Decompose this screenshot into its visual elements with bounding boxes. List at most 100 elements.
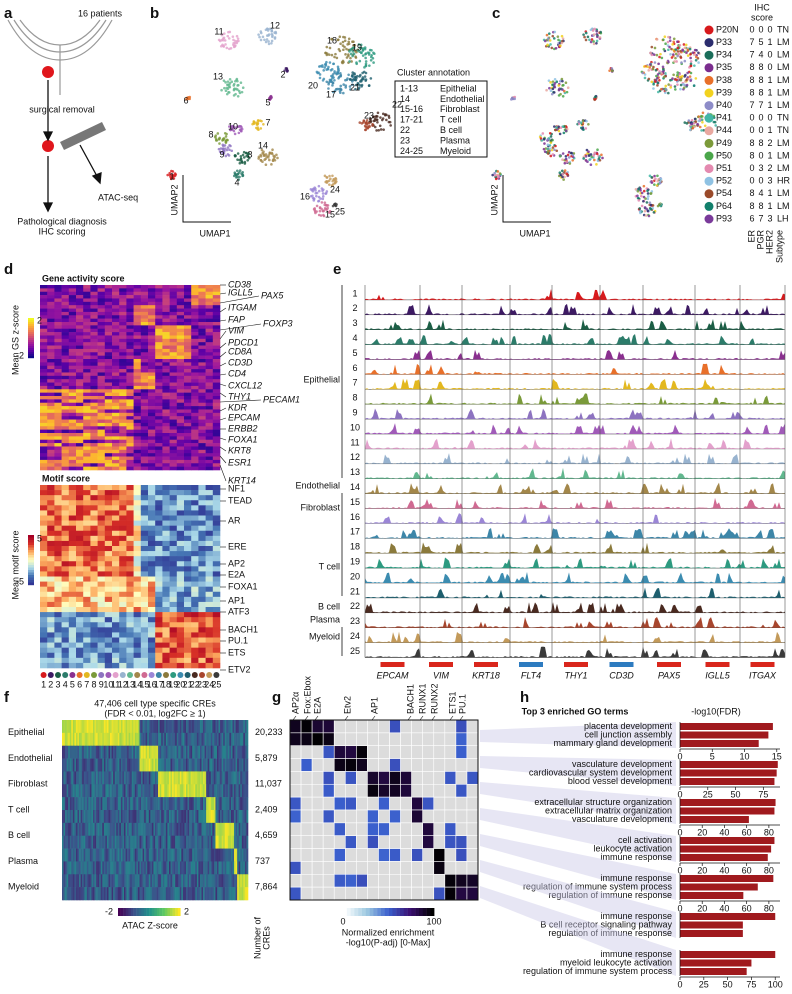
heatmap-cell (76, 406, 84, 410)
heatmap-cell (40, 520, 48, 526)
track-number: 6 (352, 363, 357, 373)
heatmap-cell (68, 443, 77, 447)
heatmap-cell (162, 495, 170, 501)
heatmap-cell (136, 771, 139, 785)
x-axis-title: UMAP1 (519, 228, 550, 238)
heatmap-cell (198, 627, 206, 633)
heatmap-cell (126, 500, 134, 506)
heatmap-cell (169, 657, 178, 664)
cluster-label: 4 (234, 177, 239, 187)
heatmap-cell (119, 308, 127, 313)
heatmap-cell (140, 399, 149, 404)
heatmap-cell (97, 581, 106, 587)
heatmap-cell (205, 301, 214, 306)
heatmap-cell (76, 369, 84, 373)
heatmap-cell (162, 288, 170, 293)
heatmap-cell (191, 332, 199, 336)
heatmap-cell (212, 551, 221, 557)
umap-cell (347, 73, 350, 77)
heatmap-cell (97, 372, 106, 377)
heatmap-cell (237, 732, 239, 747)
heatmap-cell (140, 446, 149, 451)
heatmap-cell (91, 745, 94, 759)
heatmap-cell (54, 495, 62, 501)
heatmap-cell (162, 546, 170, 552)
heatmap-cell (119, 426, 127, 430)
heatmap-cell (164, 771, 167, 785)
umap-cell (673, 85, 677, 88)
umap-cell (233, 132, 237, 136)
ihc-value: 8 (749, 188, 754, 198)
heatmap-cell (148, 556, 156, 562)
heatmap-cell (97, 632, 106, 638)
heatmap-cell (83, 422, 91, 427)
heatmap-cell (184, 459, 192, 464)
heatmap-cell (54, 295, 62, 299)
heatmap-cell (72, 745, 75, 759)
heatmap-cell (83, 433, 91, 437)
heatmap-cell (145, 771, 148, 785)
heatmap-cell (205, 382, 214, 387)
cluster-label: 18 (161, 679, 171, 689)
heatmap-cell (198, 586, 206, 593)
heatmap-cell (176, 797, 179, 811)
gene-label: CD38 (228, 279, 251, 289)
heatmap-cell (76, 416, 84, 420)
heatmap-cell (76, 490, 84, 496)
heatmap-cell (90, 485, 98, 491)
heatmap-cell (207, 720, 210, 734)
gene-tick (219, 383, 227, 387)
heatmap-cell (198, 540, 206, 547)
heatmap-cell (76, 433, 84, 437)
heatmap-cell (54, 338, 62, 343)
heatmap-cell (196, 784, 199, 798)
umap-cell (545, 33, 549, 37)
heatmap-cell (97, 308, 106, 313)
heatmap-cell (133, 561, 142, 567)
umap-cell (228, 83, 231, 87)
heatmap-cell (61, 298, 70, 303)
heatmap-cell (148, 338, 156, 343)
heatmap-cell (65, 732, 67, 747)
heatmap-cell (72, 784, 75, 798)
heatmap-cell (47, 382, 55, 387)
heatmap-cell (122, 771, 125, 785)
heatmap-cell (61, 301, 70, 306)
colorbar-step (28, 562, 34, 566)
heatmap-cell (119, 362, 127, 367)
heatmap-cell (47, 426, 55, 430)
colorbar-step (28, 342, 34, 345)
heatmap-cell (212, 449, 221, 454)
heatmap-cell (66, 784, 69, 798)
umap-cell (650, 53, 654, 57)
heatmap-cell (119, 318, 127, 323)
legend-swatch (704, 138, 714, 148)
umap-cell (679, 83, 683, 87)
heatmap-cell (176, 439, 185, 444)
heatmap-cell (85, 758, 88, 772)
colorbar-step (28, 565, 34, 568)
heatmap-cell (128, 720, 131, 734)
heatmap-cell (128, 745, 131, 759)
heatmap-cell (61, 392, 70, 397)
heatmap-cell (126, 318, 134, 323)
heatmap-cell (148, 325, 156, 330)
umap-cell (268, 158, 271, 162)
heatmap-cell (240, 720, 243, 734)
umap-cell (337, 38, 340, 42)
umap-cell (588, 158, 591, 162)
heatmap-cell (40, 647, 48, 654)
umap-cell (260, 119, 263, 123)
umap-cell (356, 49, 360, 52)
gene-label: CD8A (228, 346, 252, 356)
heatmap-cell (68, 389, 77, 393)
heatmap-cell (155, 581, 163, 587)
heatmap-cell (68, 551, 77, 557)
heatmap-cell (155, 409, 163, 414)
heatmap-cell (169, 456, 178, 461)
track-number: 12 (350, 452, 360, 462)
heatmap-cell (83, 453, 91, 457)
heatmap-cell (212, 375, 221, 380)
gene-label: FOXA1 (228, 434, 258, 444)
heatmap-cell (104, 315, 113, 319)
